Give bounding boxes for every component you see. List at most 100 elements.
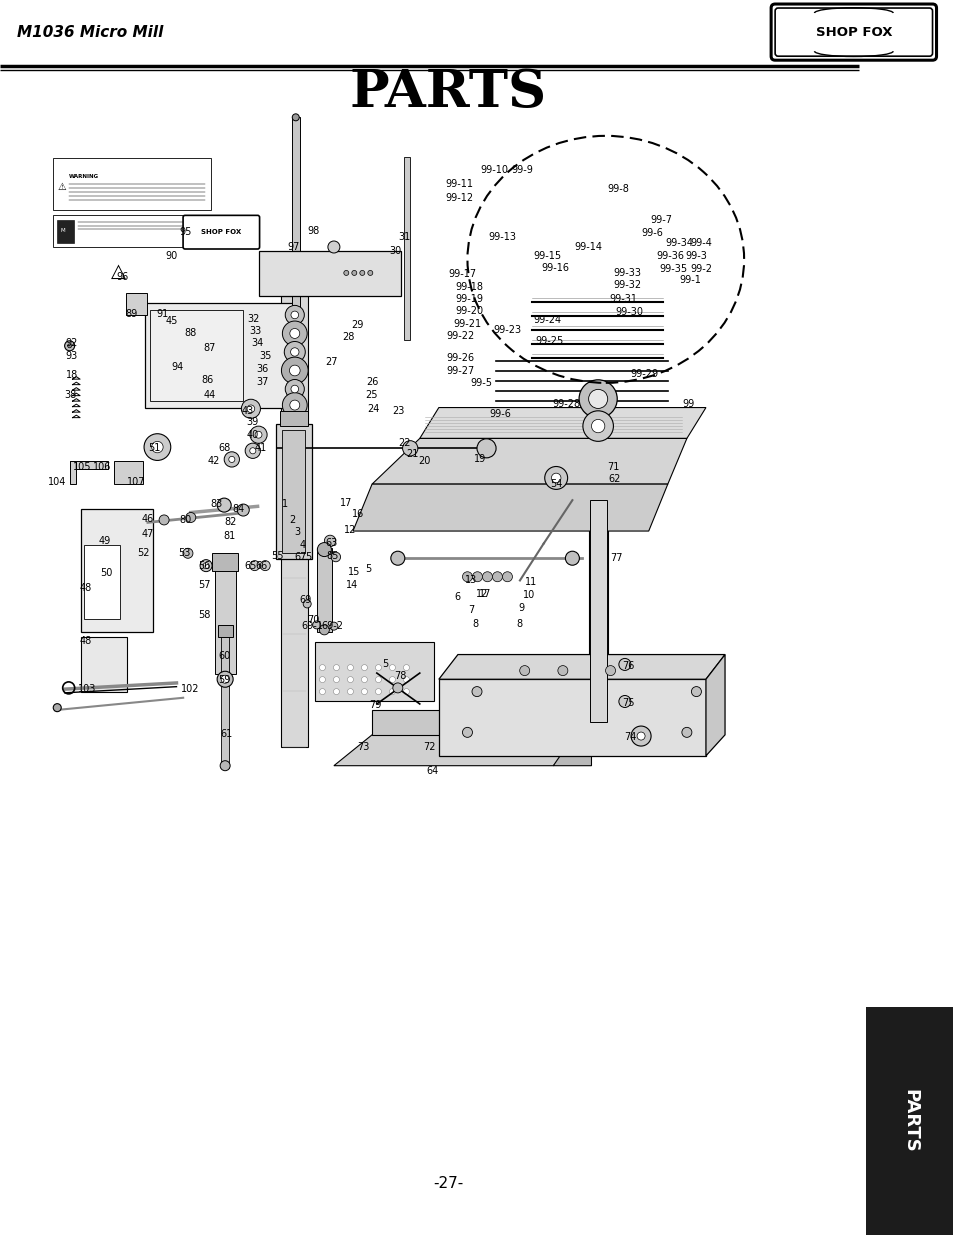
Circle shape bbox=[393, 683, 402, 693]
Bar bbox=[114, 461, 143, 484]
Circle shape bbox=[281, 357, 308, 384]
Circle shape bbox=[551, 473, 560, 483]
Circle shape bbox=[65, 341, 74, 351]
Text: 8: 8 bbox=[517, 619, 522, 629]
Text: 83: 83 bbox=[211, 499, 222, 509]
Text: 40: 40 bbox=[247, 430, 258, 440]
Text: 102: 102 bbox=[180, 684, 199, 694]
Circle shape bbox=[250, 561, 259, 571]
Circle shape bbox=[375, 677, 381, 683]
Bar bbox=[57, 220, 74, 243]
Text: 99-20: 99-20 bbox=[455, 306, 483, 316]
Text: 31: 31 bbox=[398, 232, 410, 242]
Text: 19: 19 bbox=[474, 454, 485, 464]
Text: 30: 30 bbox=[390, 246, 401, 256]
Text: 80: 80 bbox=[179, 515, 191, 525]
Circle shape bbox=[519, 666, 529, 676]
Circle shape bbox=[347, 689, 353, 694]
Circle shape bbox=[462, 572, 472, 582]
Circle shape bbox=[544, 467, 567, 489]
Circle shape bbox=[472, 572, 482, 582]
Text: 70: 70 bbox=[308, 615, 319, 625]
Circle shape bbox=[53, 704, 61, 711]
Circle shape bbox=[375, 664, 381, 671]
Text: 53: 53 bbox=[178, 548, 190, 558]
Text: 24: 24 bbox=[367, 404, 378, 414]
Text: 99: 99 bbox=[682, 399, 694, 409]
Text: 41: 41 bbox=[254, 443, 266, 453]
Text: 34: 34 bbox=[252, 338, 263, 348]
Circle shape bbox=[375, 689, 381, 694]
Text: 78: 78 bbox=[395, 671, 406, 680]
Text: 99-5: 99-5 bbox=[470, 378, 493, 388]
Circle shape bbox=[462, 727, 472, 737]
Text: 107: 107 bbox=[127, 477, 146, 487]
Text: 11: 11 bbox=[525, 577, 537, 587]
Text: 3: 3 bbox=[294, 527, 300, 537]
Circle shape bbox=[250, 426, 267, 443]
Circle shape bbox=[681, 727, 691, 737]
Circle shape bbox=[637, 732, 644, 740]
Circle shape bbox=[292, 114, 299, 121]
Circle shape bbox=[389, 677, 395, 683]
Bar bbox=[281, 296, 308, 747]
Text: 1: 1 bbox=[282, 499, 288, 509]
Text: 99-3: 99-3 bbox=[685, 251, 706, 261]
Circle shape bbox=[217, 672, 233, 687]
Circle shape bbox=[319, 689, 325, 694]
Text: 62: 62 bbox=[608, 474, 619, 484]
Bar bbox=[70, 461, 76, 484]
Circle shape bbox=[144, 433, 171, 461]
Text: 58: 58 bbox=[198, 610, 210, 620]
Circle shape bbox=[558, 666, 567, 676]
Circle shape bbox=[221, 676, 229, 683]
Text: 82: 82 bbox=[225, 517, 236, 527]
Text: 47: 47 bbox=[142, 529, 153, 538]
Circle shape bbox=[319, 625, 329, 635]
Polygon shape bbox=[419, 408, 705, 438]
Bar bbox=[217, 625, 233, 637]
Circle shape bbox=[203, 563, 209, 568]
Text: 99-36: 99-36 bbox=[656, 251, 684, 261]
Bar bbox=[70, 461, 108, 469]
Text: 45: 45 bbox=[166, 316, 177, 326]
Circle shape bbox=[250, 448, 255, 453]
Circle shape bbox=[284, 342, 305, 362]
Circle shape bbox=[68, 343, 71, 348]
Bar bbox=[81, 637, 127, 692]
Text: 54: 54 bbox=[550, 479, 561, 489]
Text: 99-29: 99-29 bbox=[630, 369, 659, 379]
Text: M1036 Micro Mill: M1036 Micro Mill bbox=[17, 25, 163, 40]
Text: 99-35: 99-35 bbox=[659, 264, 687, 274]
Text: 5: 5 bbox=[382, 659, 388, 669]
Polygon shape bbox=[334, 735, 591, 766]
Text: 59: 59 bbox=[218, 676, 230, 685]
Polygon shape bbox=[438, 679, 705, 756]
Text: 99-21: 99-21 bbox=[453, 319, 481, 329]
Circle shape bbox=[186, 513, 195, 522]
Circle shape bbox=[402, 441, 417, 456]
Text: 10: 10 bbox=[523, 590, 535, 600]
Text: 14: 14 bbox=[346, 580, 357, 590]
Text: 12: 12 bbox=[476, 589, 487, 599]
Text: 38: 38 bbox=[65, 390, 76, 400]
Circle shape bbox=[330, 622, 337, 630]
Text: 49: 49 bbox=[99, 536, 111, 546]
Circle shape bbox=[245, 443, 260, 458]
Text: 74: 74 bbox=[624, 732, 636, 742]
Text: 37: 37 bbox=[256, 377, 268, 387]
Circle shape bbox=[200, 559, 212, 572]
Text: 67: 67 bbox=[294, 552, 306, 562]
Bar bbox=[865, 1007, 953, 1235]
Text: 99-22: 99-22 bbox=[446, 331, 475, 341]
Bar bbox=[150, 310, 243, 401]
Circle shape bbox=[391, 551, 404, 566]
Text: 33: 33 bbox=[250, 326, 261, 336]
Text: 23: 23 bbox=[393, 406, 404, 416]
Circle shape bbox=[303, 600, 311, 608]
Text: 98: 98 bbox=[308, 226, 319, 236]
Text: 99-9: 99-9 bbox=[511, 165, 532, 175]
Text: 17: 17 bbox=[479, 589, 491, 599]
Text: 99-6: 99-6 bbox=[489, 409, 510, 419]
Text: 97: 97 bbox=[288, 242, 299, 252]
